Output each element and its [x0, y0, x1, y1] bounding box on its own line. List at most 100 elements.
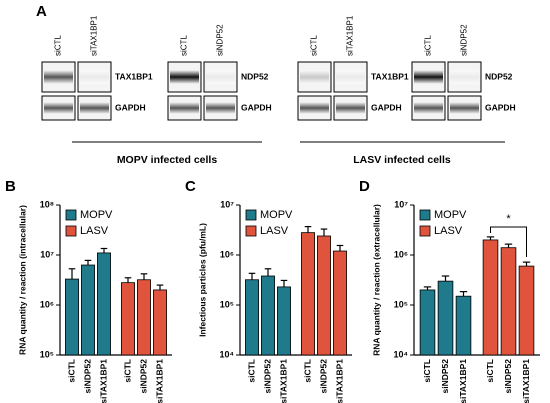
- lane-label: siTAX1BP1: [346, 15, 355, 56]
- y-tick-label: 10⁶: [220, 249, 234, 259]
- blot-band: [44, 102, 73, 114]
- legend-swatch: [245, 209, 257, 221]
- x-tick-label: siTAX1BP1: [98, 359, 108, 403]
- y-tick-label: 10⁴: [220, 349, 234, 359]
- bar: [333, 250, 347, 356]
- blot-band: [206, 102, 235, 114]
- band-label: GAPDH: [241, 102, 272, 112]
- legend-label: LASV: [80, 225, 109, 237]
- legend-swatch: [419, 209, 431, 221]
- bar: [277, 286, 291, 356]
- bar: [301, 232, 315, 356]
- lane-label: siCTL: [54, 35, 63, 56]
- caption: MOPV infected cells: [117, 154, 218, 166]
- blot-band: [450, 102, 479, 114]
- blot-band: [336, 102, 365, 114]
- y-tick-label: 10⁵: [40, 349, 54, 359]
- legend-label: MOPV: [260, 209, 293, 221]
- y-tick-label: 10⁶: [394, 249, 408, 259]
- legend-swatch: [245, 225, 257, 237]
- blot-band: [80, 70, 109, 84]
- legend-label: MOPV: [434, 209, 467, 221]
- legend-label: LASV: [260, 225, 289, 237]
- panel-letter: B: [5, 178, 16, 195]
- x-tick-label: siNDP52: [318, 359, 328, 394]
- legend-label: MOPV: [80, 209, 113, 221]
- bar: [245, 279, 259, 356]
- x-tick-label: siCTL: [422, 359, 432, 383]
- blot-band: [170, 102, 199, 114]
- blot-band: [300, 102, 329, 114]
- panel-letter: C: [185, 178, 196, 195]
- x-tick-label: siNDP52: [138, 359, 148, 394]
- blot-band: [80, 102, 109, 114]
- y-tick-label: 10⁵: [394, 299, 408, 309]
- blot-band: [300, 70, 329, 84]
- band-label: GAPDH: [485, 102, 516, 112]
- band-label: NDP52: [485, 71, 513, 81]
- blot-band: [44, 70, 73, 84]
- y-axis-label: Infectious particles (pfu/mL): [197, 223, 207, 337]
- y-axis-label: RNA quantity / reaction (intracellular): [17, 205, 27, 355]
- legend-label: LASV: [434, 225, 463, 237]
- bar: [482, 239, 499, 356]
- blot-band: [414, 102, 443, 114]
- y-tick-label: 10⁷: [220, 199, 234, 209]
- blot-band: [336, 70, 365, 84]
- bar: [437, 280, 454, 356]
- y-tick-label: 10⁷: [394, 199, 408, 209]
- blot-band: [206, 70, 235, 84]
- blot-band: [450, 70, 479, 84]
- significance-bracket: [490, 226, 527, 257]
- y-tick-label: 10⁷: [40, 249, 54, 259]
- panel-letter: D: [359, 178, 370, 195]
- x-tick-label: siCTL: [302, 359, 312, 383]
- blot-band: [170, 70, 199, 84]
- bar: [81, 264, 95, 356]
- x-tick-label: siCTL: [485, 359, 495, 383]
- y-tick-label: 10⁴: [394, 349, 408, 359]
- bar: [153, 289, 167, 356]
- x-tick-label: siNDP52: [440, 359, 450, 394]
- lane-label: siNDP52: [460, 24, 469, 56]
- bar: [518, 265, 535, 356]
- bar: [65, 278, 79, 356]
- x-tick-label: siCTL: [246, 359, 256, 383]
- x-tick-label: siCTL: [122, 359, 132, 383]
- bar: [137, 279, 151, 356]
- x-tick-label: siNDP52: [82, 359, 92, 394]
- lane-label: siNDP52: [216, 24, 225, 56]
- blot-band: [414, 70, 443, 84]
- bar: [500, 247, 517, 356]
- lane-label: siTAX1BP1: [90, 15, 99, 56]
- band-label: GAPDH: [115, 102, 146, 112]
- bar: [97, 252, 111, 356]
- x-tick-label: siTAX1BP1: [334, 359, 344, 403]
- panel-letter: A: [36, 3, 47, 20]
- y-tick-label: 10⁸: [40, 199, 54, 209]
- y-tick-label: 10⁵: [220, 299, 234, 309]
- lane-label: siCTL: [180, 35, 189, 56]
- lane-label: siCTL: [424, 35, 433, 56]
- caption: LASV infected cells: [353, 154, 451, 166]
- bar: [121, 282, 135, 356]
- legend-swatch: [65, 209, 77, 221]
- x-tick-label: siNDP52: [503, 359, 513, 394]
- band-label: GAPDH: [371, 102, 402, 112]
- legend-swatch: [65, 225, 77, 237]
- band-label: TAX1BP1: [371, 71, 409, 81]
- x-tick-label: siTAX1BP1: [458, 359, 468, 403]
- x-tick-label: siTAX1BP1: [154, 359, 164, 403]
- bar: [419, 289, 436, 356]
- bar: [317, 235, 331, 356]
- legend-swatch: [419, 225, 431, 237]
- bar: [455, 295, 472, 356]
- y-tick-label: 10⁶: [40, 299, 54, 309]
- annotation: *: [506, 213, 511, 225]
- bar: [261, 275, 275, 356]
- x-tick-label: siTAX1BP1: [278, 359, 288, 403]
- x-tick-label: siNDP52: [262, 359, 272, 394]
- y-axis-label: RNA quantity / reaction (extracellular): [371, 204, 381, 356]
- band-label: NDP52: [241, 71, 269, 81]
